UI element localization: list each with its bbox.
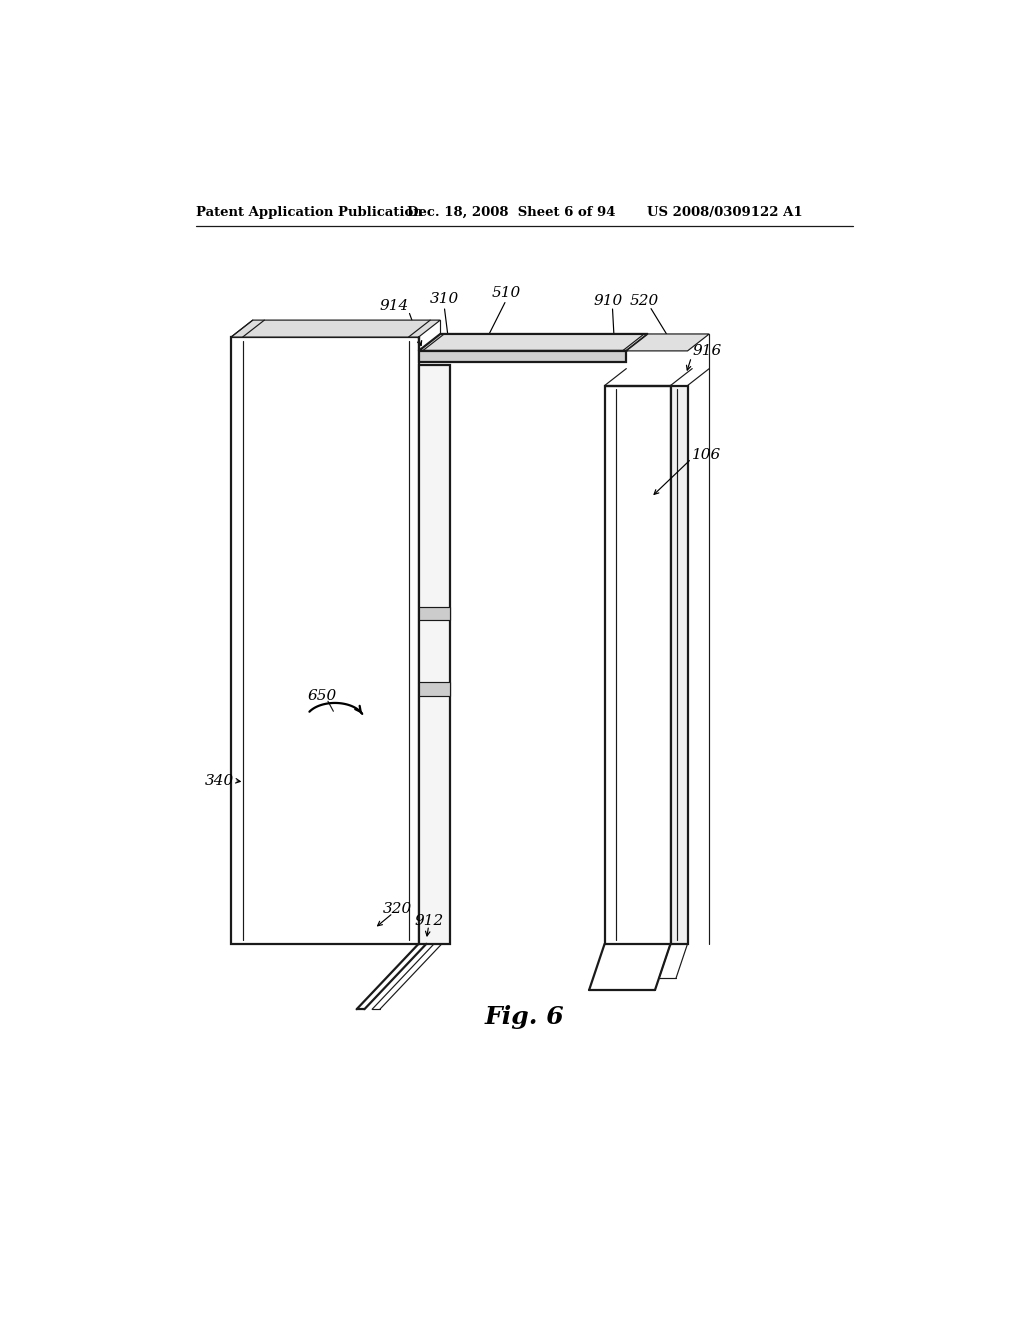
Text: Fig. 6: Fig. 6 [485, 1005, 564, 1030]
Text: Dec. 18, 2008  Sheet 6 of 94: Dec. 18, 2008 Sheet 6 of 94 [407, 206, 615, 219]
Text: 912: 912 [414, 913, 443, 928]
Text: 106: 106 [692, 447, 722, 462]
Text: 910: 910 [594, 294, 624, 308]
Text: 320: 320 [383, 902, 413, 916]
Text: 916: 916 [692, 345, 722, 358]
Polygon shape [231, 321, 440, 337]
Text: 914: 914 [380, 300, 410, 313]
Polygon shape [419, 334, 648, 351]
Text: 310: 310 [430, 292, 459, 306]
Polygon shape [627, 334, 710, 351]
Polygon shape [419, 351, 627, 362]
Polygon shape [671, 385, 687, 944]
Text: 340: 340 [205, 774, 234, 788]
Polygon shape [604, 385, 671, 944]
Text: 650: 650 [307, 689, 336, 702]
Text: 510: 510 [492, 286, 521, 300]
Text: US 2008/0309122 A1: US 2008/0309122 A1 [647, 206, 803, 219]
Text: Patent Application Publication: Patent Application Publication [197, 206, 423, 219]
Polygon shape [419, 682, 450, 696]
Polygon shape [419, 364, 450, 944]
Polygon shape [231, 337, 419, 944]
Polygon shape [419, 607, 450, 620]
Text: 520: 520 [630, 294, 658, 308]
